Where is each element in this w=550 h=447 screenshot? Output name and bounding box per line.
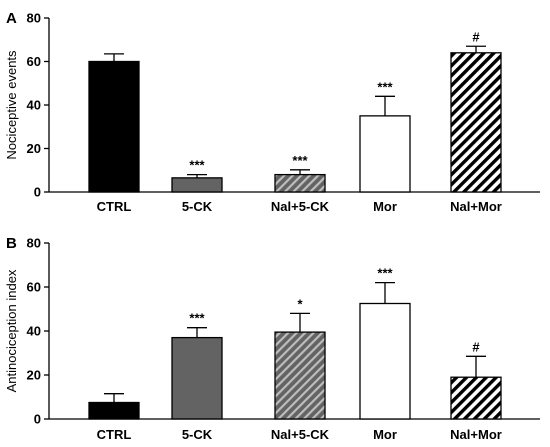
significance-label: # (472, 339, 480, 354)
category-label: Mor (373, 199, 397, 214)
bar-5-ck (171, 177, 223, 193)
category-label: CTRL (97, 199, 132, 214)
y-axis-label: Antinociception index (4, 269, 19, 392)
bar-mor (359, 302, 411, 420)
category-label: Nal+5-CK (271, 199, 330, 214)
category-label: Mor (373, 427, 397, 442)
panel-b: B 0 20 40 60 80 Antinociception index CTRL *** 5-… (4, 235, 540, 442)
y-tick-label: 20 (27, 141, 41, 156)
category-label: Nal+Mor (450, 427, 502, 442)
significance-label: *** (292, 153, 308, 168)
y-tick-label: 0 (34, 412, 41, 427)
y-tick-label: 80 (27, 11, 41, 26)
bar-nal-5-ck (274, 173, 326, 193)
bar-nal-mor (450, 376, 502, 420)
category-label: Nal+5-CK (271, 427, 330, 442)
category-label: Nal+Mor (450, 199, 502, 214)
bar-5-ck (171, 336, 223, 420)
y-tick-label: 60 (27, 54, 41, 69)
significance-label: # (472, 29, 480, 44)
y-axis-label: Nociceptive events (4, 50, 19, 160)
category-label: 5-CK (182, 199, 213, 214)
panel-letter: B (6, 235, 17, 252)
y-tick-label: 40 (27, 324, 41, 339)
significance-label: *** (377, 266, 393, 281)
bar-nal-mor (450, 52, 502, 193)
category-label: CTRL (97, 427, 132, 442)
bar-mor (359, 115, 411, 193)
bar-nal-5-ck (274, 331, 326, 420)
panel-letter: A (6, 10, 17, 27)
y-tick-label: 20 (27, 368, 41, 383)
category-label: 5-CK (182, 427, 213, 442)
significance-label: * (297, 296, 303, 311)
y-tick-label: 0 (34, 185, 41, 200)
significance-label: *** (189, 311, 205, 326)
bar-ctrl (88, 60, 140, 193)
y-tick-label: 80 (27, 236, 41, 251)
y-tick-label: 60 (27, 280, 41, 295)
bar-ctrl (88, 401, 140, 420)
significance-label: *** (189, 158, 205, 173)
significance-label: *** (377, 79, 393, 94)
y-tick-label: 40 (27, 98, 41, 113)
panel-a: A 0 20 40 60 80 Nociceptive events CTRL *** 5-CK *… (4, 10, 540, 214)
